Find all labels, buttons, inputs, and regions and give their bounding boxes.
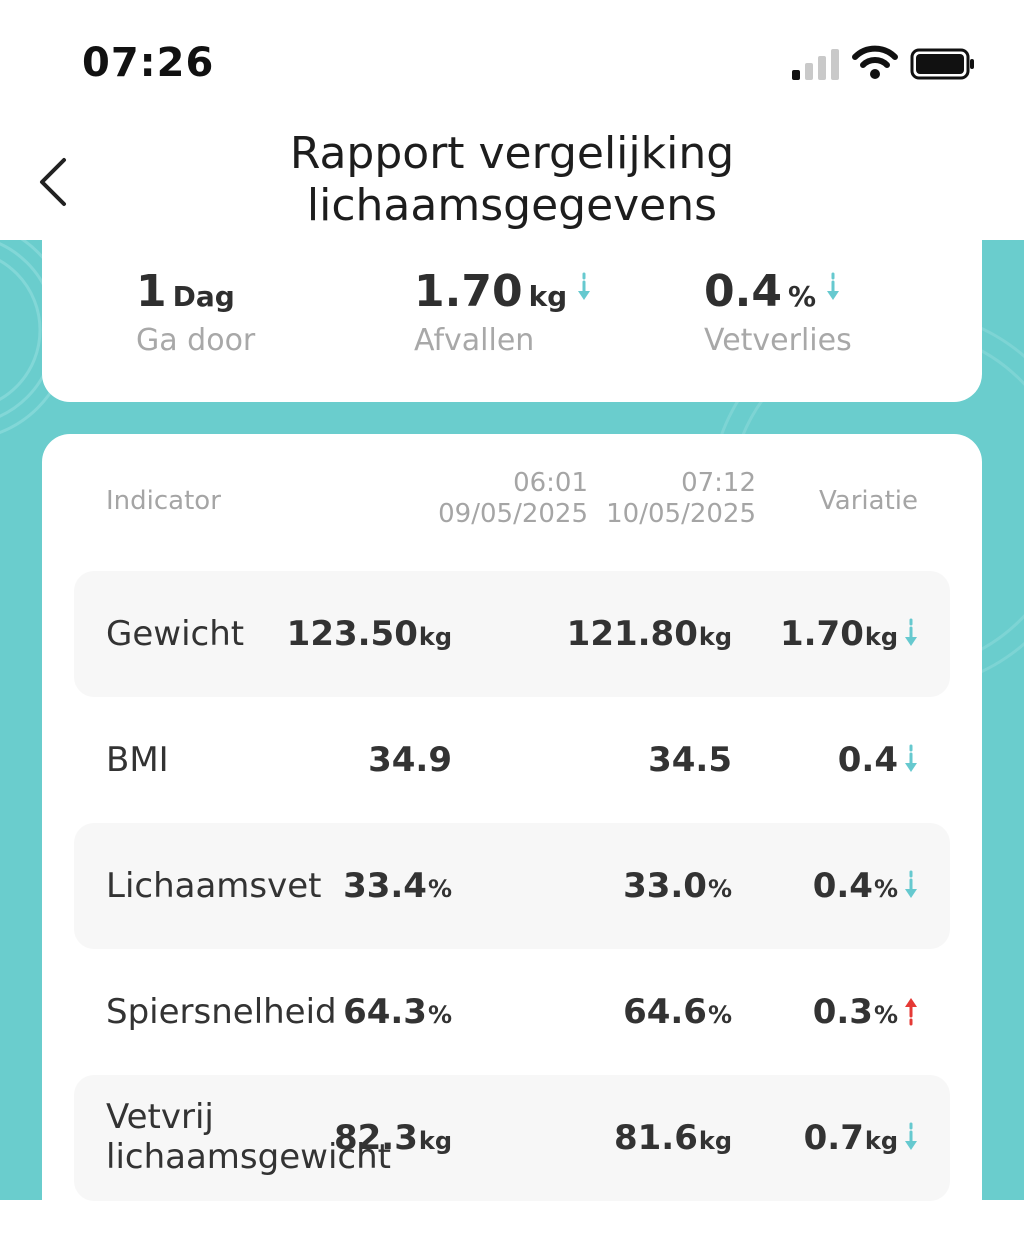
header-date-2: 07:12 10/05/2025 [606,468,756,530]
stat-fat-loss-label: Vetverlies [704,323,852,358]
row-value-1: 34.9 [368,740,452,780]
row-name: BMI [106,740,169,780]
row-value-1: 64.3% [343,992,452,1032]
stat-weight-loss-unit: kg [528,280,568,313]
stat-fat-loss-unit: % [787,280,817,313]
row-value-2: 64.6% [623,992,732,1032]
stat-fat-loss: 0.4% Vetverlies [704,266,852,358]
row-value-1: 123.50kg [286,614,452,654]
stat-weight-loss-label: Afvallen [414,323,535,358]
stat-days: 1 Dag Ga door [136,266,255,358]
header-date-1: 06:01 09/05/2025 [438,468,588,530]
header: Rapport vergelijking lichaamsgegevens [0,110,1024,240]
comparison-card: Indicator 06:01 09/05/2025 07:12 10/05/2… [42,434,982,1234]
table-row-body-fat: Lichaamsvet 33.4% 33.0% 0.4% [74,823,950,949]
page-title: Rapport vergelijking lichaamsgegevens [180,128,844,232]
battery-icon [910,48,974,80]
status-bar: 07:26 [0,0,1024,130]
header-variation: Variatie [819,486,918,516]
stat-days-unit: Dag [172,280,235,313]
arrow-down-icon [905,744,917,772]
table-row-bmi: BMI 34.9 34.5 0.4 [74,697,950,823]
table-row-muscle-rate: Spiersnelheid 64.3% 64.6% 0.3% [74,949,950,1075]
stat-days-value: 1 [136,266,167,317]
arrow-down-icon [905,870,917,898]
row-name: Spiersnelheid [106,992,337,1032]
arrow-down-icon [905,618,917,646]
signal-icon [792,49,839,80]
row-value-2: 81.6kg [613,1118,732,1158]
row-variation: 0.4% [813,866,918,906]
row-value-2: 34.5 [648,740,732,780]
row-value-2: 121.80kg [566,614,732,654]
row-value-2: 33.0% [623,866,732,906]
page-title-line1: Rapport vergelijking [289,128,735,179]
header-date-2-date: 10/05/2025 [606,499,756,529]
status-time: 07:26 [82,40,215,86]
chevron-left-icon[interactable] [34,156,74,208]
arrow-down-icon [578,272,591,300]
row-name: Gewicht [106,614,245,654]
stat-weight-loss-value: 1.70 [414,266,523,317]
row-variation: 0.3% [813,992,918,1032]
page-title-line2: lichaamsgegevens [306,180,718,231]
header-date-1-date: 09/05/2025 [438,499,588,529]
header-date-1-time: 06:01 [513,468,588,498]
header-indicator: Indicator [106,486,221,516]
stat-weight-loss: 1.70 kg Afvallen [414,266,591,358]
row-name: Vetvrij lichaamsgewicht [106,1097,391,1177]
stat-fat-loss-value: 0.4 [704,266,782,317]
arrow-down-icon [827,272,840,300]
row-value-1: 33.4% [343,866,452,906]
row-variation: 0.4 [838,740,918,780]
stat-days-label: Ga door [136,323,256,358]
arrow-up-icon [905,998,917,1026]
row-variation: 1.70kg [780,614,918,654]
wifi-icon [852,45,898,79]
row-variation: 0.7kg [804,1118,918,1158]
table-row-weight: Gewicht 123.50kg 121.80kg 1.70kg [74,571,950,697]
row-name: Lichaamsvet [106,866,322,906]
table-row-lean-mass: Vetvrij lichaamsgewicht 82.3kg 81.6kg 0.… [74,1075,950,1201]
row-value-1: 82.3kg [333,1118,452,1158]
header-date-2-time: 07:12 [681,468,756,498]
arrow-down-icon [905,1122,917,1150]
